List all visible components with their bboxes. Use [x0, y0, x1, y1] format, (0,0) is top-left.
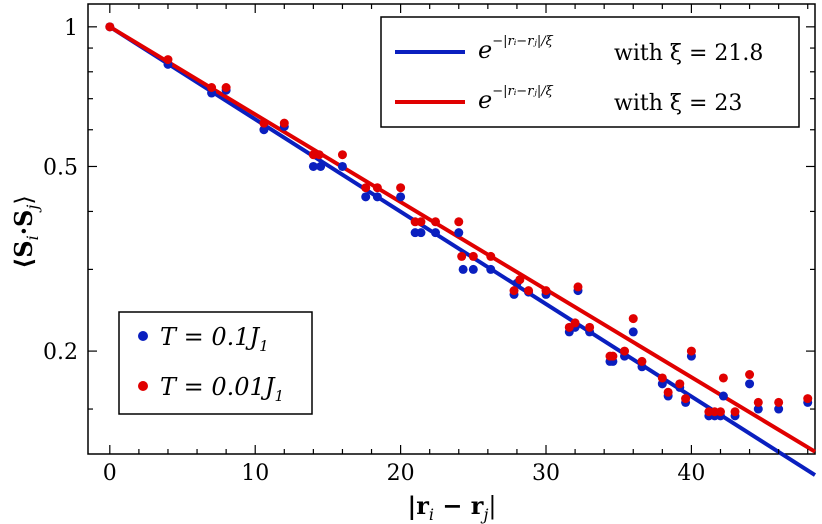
fit-line-0 [108, 25, 817, 477]
fit-legend-formula-red: e−|rᵢ−rⱼ|/ξ [478, 84, 554, 114]
data-point-s0-7 [316, 161, 326, 171]
data-point-s1-9 [361, 183, 371, 193]
data-point-s0-4 [259, 125, 269, 135]
data-point-s0-43 [753, 404, 763, 414]
y-tick-label-1: 1 [64, 16, 78, 41]
data-point-s1-5 [279, 118, 289, 128]
data-point-s1-11 [396, 183, 406, 193]
data-point-s1-28 [608, 351, 618, 361]
data-point-s0-40 [718, 391, 728, 401]
data-point-s1-24 [570, 318, 580, 328]
series-legend-marker-red [138, 381, 148, 391]
data-point-s1-8 [337, 150, 347, 160]
fit-line-1 [108, 25, 817, 454]
data-point-s1-29 [620, 346, 630, 356]
data-point-s0-13 [416, 228, 426, 238]
data-point-s1-31 [637, 356, 647, 366]
y-axis-title: ⟨Si·Sj⟩ [9, 195, 42, 268]
data-point-s1-32 [657, 373, 667, 383]
data-point-s0-9 [361, 192, 371, 202]
series-legend-box [118, 311, 313, 415]
data-point-s1-14 [431, 217, 441, 227]
data-point-s0-15 [454, 228, 464, 238]
data-point-s0-18 [486, 264, 496, 274]
data-point-s1-42 [745, 370, 755, 380]
data-point-s1-39 [715, 407, 725, 417]
data-point-s0-44 [774, 404, 784, 414]
data-point-s1-16 [457, 251, 467, 261]
series-legend-label-red: T = 0.01J1 [160, 373, 284, 405]
data-points [105, 22, 813, 421]
series-legend: T = 0.1J1 T = 0.01J1 [118, 311, 313, 415]
data-point-s1-18 [486, 251, 496, 261]
data-point-s1-25 [573, 282, 583, 292]
fit-legend-label-blue: with ξ = 21.8 [614, 41, 763, 66]
data-point-s1-7 [314, 150, 324, 160]
data-point-s1-10 [372, 183, 382, 193]
data-point-s0-17 [468, 264, 478, 274]
data-point-s1-21 [524, 286, 534, 296]
data-point-s1-43 [753, 397, 763, 407]
data-point-s1-2 [207, 82, 217, 92]
series-legend-marker-blue [138, 331, 148, 341]
fit-legend-box [380, 16, 800, 128]
data-point-s0-14 [431, 228, 441, 238]
x-tick-label-0: 0 [103, 461, 117, 486]
data-point-s1-45 [803, 394, 813, 404]
data-point-s1-40 [718, 373, 728, 383]
data-point-s1-0 [105, 22, 115, 32]
data-point-s1-22 [541, 286, 551, 296]
data-point-s1-35 [681, 394, 691, 404]
plot-frame [87, 3, 816, 455]
fit-legend-formula-blue: e−|rᵢ−rⱼ|/ξ [478, 34, 554, 64]
data-point-s1-44 [774, 397, 784, 407]
x-tick-label-30: 30 [532, 461, 560, 486]
data-point-s1-36 [686, 346, 696, 356]
data-point-s0-42 [745, 379, 755, 389]
data-point-s0-16 [458, 264, 468, 274]
data-point-s1-33 [663, 387, 673, 397]
x-axis-title: |ri − rj| [407, 491, 496, 524]
data-point-s0-11 [396, 192, 406, 202]
data-point-s1-19 [509, 286, 519, 296]
data-point-s1-41 [730, 407, 740, 417]
series-legend-label-blue: T = 0.1J1 [160, 323, 269, 355]
data-point-s1-13 [416, 217, 426, 227]
data-point-s1-15 [454, 217, 464, 227]
fit-lines [108, 25, 817, 477]
data-point-s1-1 [163, 55, 173, 65]
y-tick-label-0.2: 0.2 [43, 340, 78, 365]
data-point-s0-8 [337, 161, 347, 171]
data-point-s1-34 [675, 379, 685, 389]
data-point-s1-17 [468, 251, 478, 261]
axis-ticks: 0 10 20 30 40 1 0.5 0.2 [43, 4, 815, 486]
x-tick-label-40: 40 [677, 461, 705, 486]
y-tick-label-0.5: 0.5 [43, 155, 78, 180]
fit-legend-label-red: with ξ = 23 [614, 91, 742, 116]
data-point-s1-3 [221, 82, 231, 92]
data-point-s0-30 [628, 327, 638, 337]
data-point-s1-26 [585, 322, 595, 332]
x-tick-label-10: 10 [241, 461, 269, 486]
data-point-s1-30 [628, 314, 638, 324]
x-tick-label-20: 20 [387, 461, 415, 486]
fit-legend: e−|rᵢ−rⱼ|/ξ with ξ = 21.8 e−|rᵢ−rⱼ|/ξ wi… [380, 16, 800, 128]
data-point-s1-4 [259, 118, 269, 128]
data-point-s0-10 [372, 192, 382, 202]
data-point-s1-20 [515, 275, 525, 285]
data-point-s0-6 [308, 161, 318, 171]
